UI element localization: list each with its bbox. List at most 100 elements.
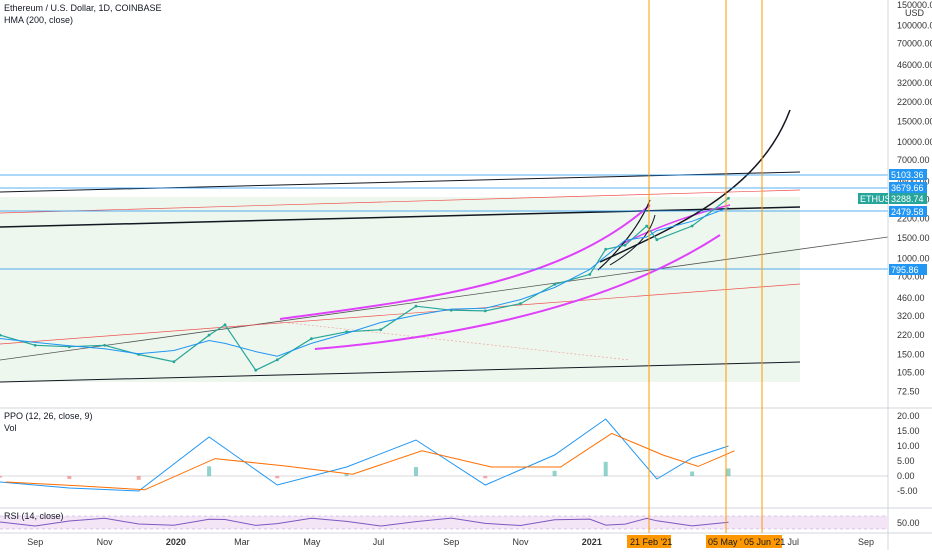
- ppo-histogram-bar: [654, 476, 659, 477]
- ppo-histogram-bar: [207, 466, 212, 477]
- price-point: [519, 302, 522, 305]
- time-axis-label: Jul: [788, 537, 800, 547]
- price-point: [103, 343, 106, 347]
- price-point: [604, 247, 608, 251]
- price-tick-label: 4600.00: [897, 176, 930, 186]
- price-tick-label: 32000.00: [897, 78, 932, 88]
- arc-inner: [314, 234, 721, 350]
- ppo-histogram-bar: [344, 473, 349, 477]
- tag-795: 795.86: [889, 264, 927, 275]
- price-tick-label: 1500.00: [897, 233, 930, 243]
- ppo-histogram-bar: [67, 476, 72, 479]
- time-axis-label: Sep: [27, 537, 43, 547]
- channel-line-mid: [0, 206, 801, 228]
- currency-label: USD: [905, 8, 925, 18]
- rsi-legend: RSI (14, close): [4, 511, 64, 521]
- price-point: [254, 368, 258, 372]
- svg-text:2479.58: 2479.58: [891, 207, 924, 217]
- svg-text:21 Feb '21: 21 Feb '21: [630, 537, 672, 547]
- price-tick-label: 700.00: [897, 272, 925, 282]
- rsi-tick-label: 50.00: [897, 518, 920, 528]
- price-point: [623, 243, 627, 247]
- hma-line: [0, 207, 729, 357]
- svg-text:3288.74: 3288.74: [891, 194, 924, 204]
- red-trend-lower: [0, 283, 801, 345]
- svg-text:05 May '2: 05 May '2: [708, 537, 747, 547]
- svg-text:5103.36: 5103.36: [891, 170, 924, 180]
- svg-text:795.86: 795.86: [891, 265, 919, 275]
- ppo-tick-label: -5.00: [897, 486, 918, 496]
- time-axis-label: May: [303, 537, 321, 547]
- time-axis-label: Mar: [234, 537, 250, 547]
- svg-text:05 Jun '21: 05 Jun '21: [744, 537, 785, 547]
- price-tick-label: 1000.00: [897, 254, 930, 264]
- price-point: [275, 358, 279, 362]
- ppo-histogram-bar: [603, 461, 608, 477]
- rsi-line: [0, 517, 729, 527]
- price-point: [414, 304, 418, 308]
- ppo-histogram-bar: [483, 476, 488, 479]
- red-trend-upper: [0, 189, 801, 214]
- time-axis-label: 2021: [582, 537, 602, 547]
- time-axis-label: Jul: [373, 537, 385, 547]
- rsi-band: [0, 516, 888, 529]
- ppo-tick-label: 10.00: [897, 441, 920, 451]
- price-point: [172, 360, 176, 364]
- ppo-tick-label: 0.00: [897, 471, 915, 481]
- ppo-tick-label: 20.00: [897, 411, 920, 421]
- time-axis-label: Sep: [858, 537, 874, 547]
- price-point: [0, 333, 2, 337]
- price-point: [690, 224, 694, 228]
- price-point: [588, 273, 592, 276]
- price-tick-label: 2200.00: [897, 214, 930, 224]
- price-tick-label: 15000.00: [897, 117, 932, 127]
- ppo-tick-label: 15.00: [897, 426, 920, 436]
- parabola-small-1: [597, 199, 651, 271]
- ppo-signal-line: [5, 432, 735, 491]
- price-tick-label: 105.00: [897, 368, 925, 378]
- price-point: [379, 328, 383, 332]
- price-point: [483, 309, 487, 313]
- price-tick-label: 22000.00: [897, 97, 932, 107]
- svg-text:3679.66: 3679.66: [891, 183, 924, 193]
- ppo-legend: PPO (12, 26, close, 9): [4, 411, 93, 421]
- price-tick-label: 46000.00: [897, 60, 932, 70]
- time-axis-label: Sep: [443, 537, 459, 547]
- parabola-small-2: [609, 214, 656, 266]
- chart-title: Ethereum / U.S. Dollar, 1D, COINBASE: [4, 3, 162, 13]
- ppo-histogram-bar: [690, 471, 695, 476]
- tag-5103: 5103.36: [889, 169, 927, 180]
- price-tick-label: 7000.00: [897, 155, 930, 165]
- price-tick-label: 70000.00: [897, 39, 932, 49]
- marker-tag-jun[interactable]: 05 Jun '21: [742, 535, 785, 548]
- price-tick-label: 72.50: [897, 386, 920, 396]
- price-point: [33, 343, 37, 347]
- marker-tag-feb[interactable]: 21 Feb '21: [627, 535, 672, 548]
- ppo-tick-label: 5.00: [897, 456, 915, 466]
- parabola-main: [599, 109, 791, 263]
- price-point: [727, 196, 730, 200]
- trend-line: [0, 236, 889, 361]
- ppo-histogram-bar: [552, 470, 557, 477]
- price-tick-label: 10000.00: [897, 137, 932, 147]
- price-tick-label: 100000.00: [897, 21, 932, 31]
- marker-tag-may[interactable]: 05 May '2: [706, 535, 747, 548]
- time-axis-label: Nov: [513, 537, 530, 547]
- price-point: [207, 333, 211, 337]
- ppo-line: [0, 418, 729, 492]
- channel-line-lower: [0, 361, 801, 383]
- time-axis-label: Nov: [97, 537, 114, 547]
- price-point: [345, 330, 348, 334]
- price-tick-label: 150.00: [897, 350, 925, 360]
- time-axis-label: 2020: [166, 537, 186, 547]
- arc-outer: [279, 204, 651, 320]
- price-tick-label: 220.00: [897, 330, 925, 340]
- vol-legend: Vol: [4, 423, 17, 433]
- price-tick-label: 320.00: [897, 311, 925, 321]
- price-point: [223, 323, 227, 327]
- tag-ethusd: ETHUSD 3288.74: [858, 193, 927, 204]
- price-point: [553, 283, 556, 286]
- hma-legend: HMA (200, close): [4, 15, 73, 25]
